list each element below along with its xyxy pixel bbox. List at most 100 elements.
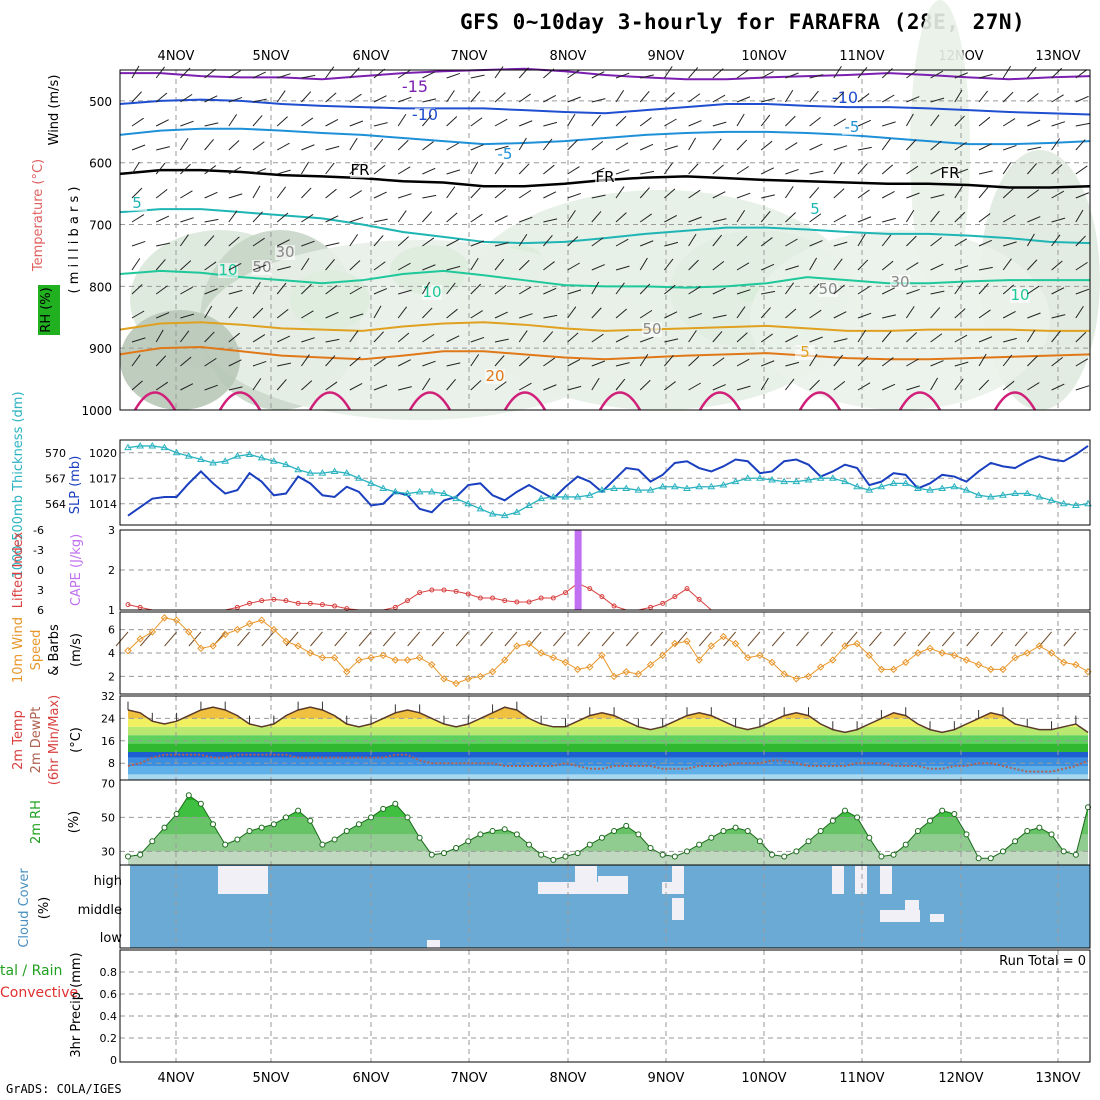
wind-barb [784, 89, 794, 103]
thickness-point [561, 492, 570, 500]
wind-barb [833, 145, 848, 151]
rh-point [975, 855, 982, 862]
wind-barb [760, 70, 774, 79]
lifted-index-point [283, 598, 289, 604]
wind-barb [688, 93, 701, 103]
rh-point [635, 831, 642, 838]
wind-barb [470, 161, 479, 175]
thickness-axis-label: 1000-500mb Thickness (dm) [11, 391, 26, 578]
surface-contour-7 [798, 391, 842, 411]
wind-barb [615, 142, 629, 151]
rh-point [392, 800, 399, 807]
wind-barb [567, 262, 580, 271]
wind-tick-label: 6 [108, 624, 115, 637]
wind-speed-point [987, 665, 995, 674]
wind-barb [591, 360, 606, 367]
lifted-index-axis-label: Lifted Index [11, 531, 26, 608]
li-tick-label: 3 [37, 584, 44, 597]
wind-barb [857, 382, 871, 391]
wind-barb [954, 211, 966, 223]
wind-barb [930, 333, 943, 343]
cloud-block-7 [855, 866, 867, 894]
rh-point [927, 817, 934, 824]
wind-barb [1027, 382, 1040, 391]
rh-point [210, 821, 217, 828]
wind-barb [809, 309, 822, 319]
rh-point [598, 834, 605, 841]
wind-barb [881, 138, 891, 151]
wind-barb [591, 98, 606, 103]
precip-tick-label: 0.6 [100, 988, 118, 1001]
rh-point [185, 792, 192, 799]
wind-barb [325, 92, 337, 103]
lifted-index-point [295, 600, 301, 606]
wind-barb [276, 116, 288, 127]
thickness-point [184, 452, 193, 459]
thickness-tick-label: 570 [45, 447, 66, 460]
wind-barb [567, 69, 580, 79]
wind-barb [422, 141, 434, 151]
wind-barb [1027, 285, 1040, 295]
wind-barb [591, 237, 604, 247]
wind-barb [1075, 165, 1088, 175]
contour-label-bg [275, 245, 295, 260]
wind-barb [494, 355, 505, 367]
cape-tick-label: 1 [108, 604, 115, 617]
wind-barb [325, 66, 335, 79]
temp-tick-label: 24 [101, 712, 115, 725]
rh-point [137, 851, 144, 858]
thickness-point [136, 441, 145, 449]
wind-barb [155, 381, 169, 391]
wind10m-axis-label-3: & Barbs [47, 624, 62, 676]
rh-shade-12 [120, 310, 240, 410]
stability-frame [119, 529, 1091, 611]
contour-label-bg [485, 369, 505, 384]
cloud-block-3 [598, 876, 628, 894]
cloud-block-0 [218, 866, 268, 894]
wind-barb [422, 360, 436, 367]
wind10m-axis-label-1: 10m Wind [11, 617, 26, 683]
lifted-index-line [127, 582, 1088, 611]
wind-barb [1075, 122, 1090, 127]
wind-barb [833, 241, 848, 247]
pressure-tick-label: 500 [89, 95, 112, 109]
wind-speed-point [719, 632, 728, 641]
rh-point [890, 851, 897, 858]
wind-barb [784, 186, 794, 199]
wind-barb [785, 308, 797, 319]
wind-speed-point [294, 642, 302, 650]
wind-barb [857, 163, 868, 175]
wind-barb [664, 338, 679, 343]
wind-barb [857, 146, 872, 151]
rh-point [866, 834, 873, 841]
wind-barb [349, 330, 359, 343]
wind-barb [446, 308, 458, 319]
surface-wind-barb [261, 631, 275, 647]
wind-barb [664, 258, 674, 271]
slp-tick-label: 1017 [89, 472, 117, 485]
wind-barb [591, 194, 606, 199]
temp-band-5 [128, 735, 1088, 744]
wind-barb [615, 212, 627, 223]
wind-barb [954, 168, 969, 175]
wind-speed-point [950, 651, 959, 660]
wind-barb [277, 362, 291, 367]
contour-label: 50 [642, 320, 661, 338]
wind-barb [1051, 164, 1063, 175]
wind-barb [736, 235, 748, 247]
bottom-date-label: 5NOV [253, 1071, 290, 1086]
wind-barb [736, 209, 746, 223]
wind-barb [1051, 287, 1065, 295]
wind-barb [180, 383, 194, 391]
wind-barb [518, 93, 531, 103]
wind-barb [1075, 139, 1086, 151]
thickness-point [962, 486, 971, 493]
wind-barb [736, 139, 748, 151]
wind-barb [1027, 119, 1041, 127]
wind-barb [712, 94, 726, 103]
thickness-point [233, 452, 242, 459]
wind-speed-point [1011, 653, 1019, 662]
wind-barb [228, 236, 240, 247]
wind-barb [543, 234, 553, 247]
wind-speed-point [573, 665, 582, 674]
